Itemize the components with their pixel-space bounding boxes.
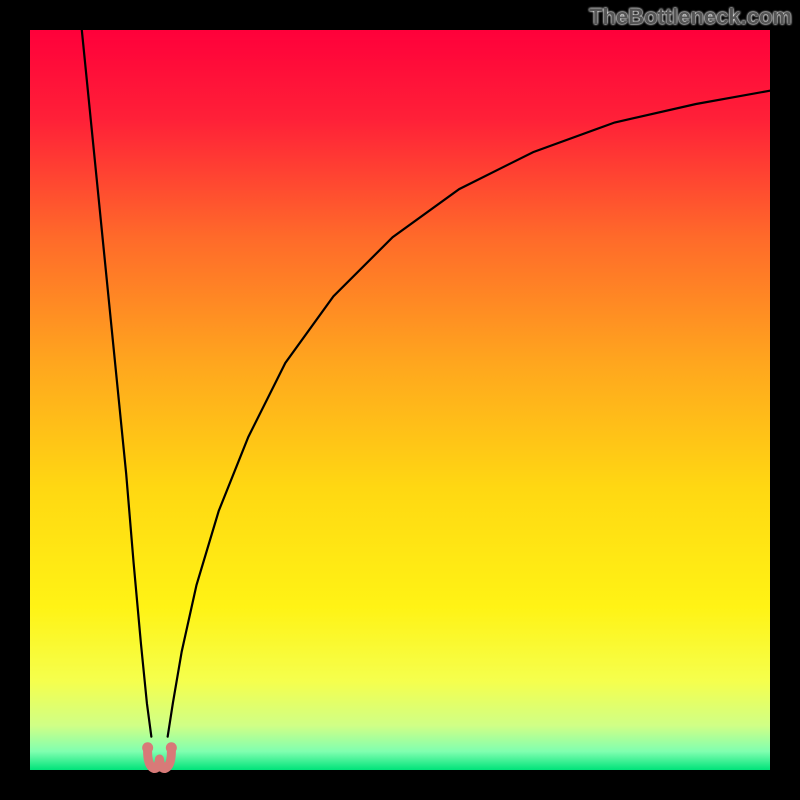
bottom-marker-dot-1 (166, 742, 177, 753)
watermark-text: TheBottleneck.com (589, 4, 792, 30)
chart-container: { "watermark": { "text": "TheBottleneck.… (0, 0, 800, 800)
bottom-marker-dot-0 (142, 742, 153, 753)
bottleneck-chart (0, 0, 800, 800)
plot-background (30, 30, 770, 770)
